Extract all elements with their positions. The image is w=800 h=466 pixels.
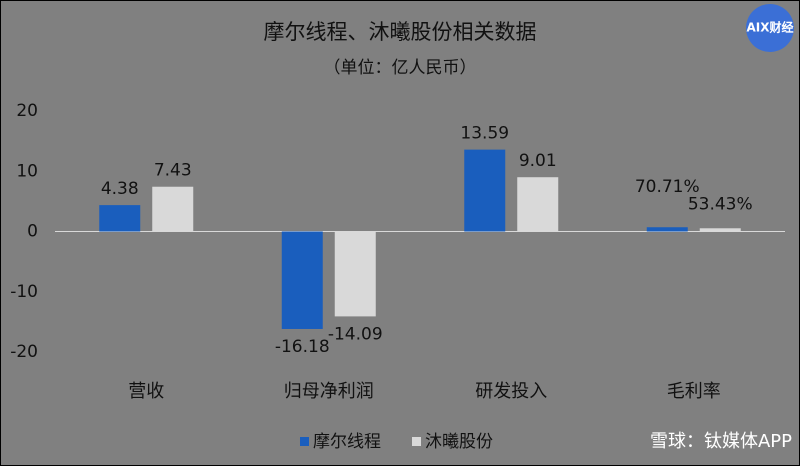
value-label: 4.38 <box>101 179 139 199</box>
x-tick-label: 归母净利润 <box>284 381 374 402</box>
chart-subtitle: （单位：亿人民币） <box>324 58 477 78</box>
logo <box>746 4 794 52</box>
y-tick-label: 10 <box>16 161 38 181</box>
bar <box>699 228 741 232</box>
x-tick-label: 毛利率 <box>667 381 721 402</box>
value-label: 7.43 <box>154 161 192 181</box>
value-label: 9.01 <box>519 151 557 171</box>
chart-title: 摩尔线程、沐曦股份相关数据 <box>264 20 537 44</box>
value-label: 53.43% <box>688 194 753 214</box>
legend-label: 摩尔线程 <box>313 432 381 452</box>
value-label: -14.09 <box>328 324 383 344</box>
bar <box>152 186 194 232</box>
watermark: 雪球：钛媒体APP <box>650 431 792 452</box>
logo-text: AIX财经 <box>746 20 793 35</box>
legend-label: 沐曦股份 <box>425 432 493 452</box>
bar <box>464 149 506 232</box>
bar <box>517 177 559 232</box>
y-tick-label: 20 <box>16 101 38 121</box>
x-tick-label: 研发投入 <box>475 381 547 402</box>
y-tick-label: -20 <box>10 342 38 362</box>
legend-swatch <box>412 437 421 446</box>
value-label: -16.18 <box>275 337 330 357</box>
bar <box>334 231 376 317</box>
y-tick-label: -10 <box>10 282 38 302</box>
y-tick-label: 0 <box>27 222 38 242</box>
value-label: 13.59 <box>460 124 509 144</box>
x-tick-label: 营收 <box>128 381 164 402</box>
legend-swatch <box>300 437 309 446</box>
bar <box>99 205 141 232</box>
value-label: 70.71% <box>635 177 700 197</box>
bar <box>281 231 323 329</box>
bar <box>646 227 688 232</box>
